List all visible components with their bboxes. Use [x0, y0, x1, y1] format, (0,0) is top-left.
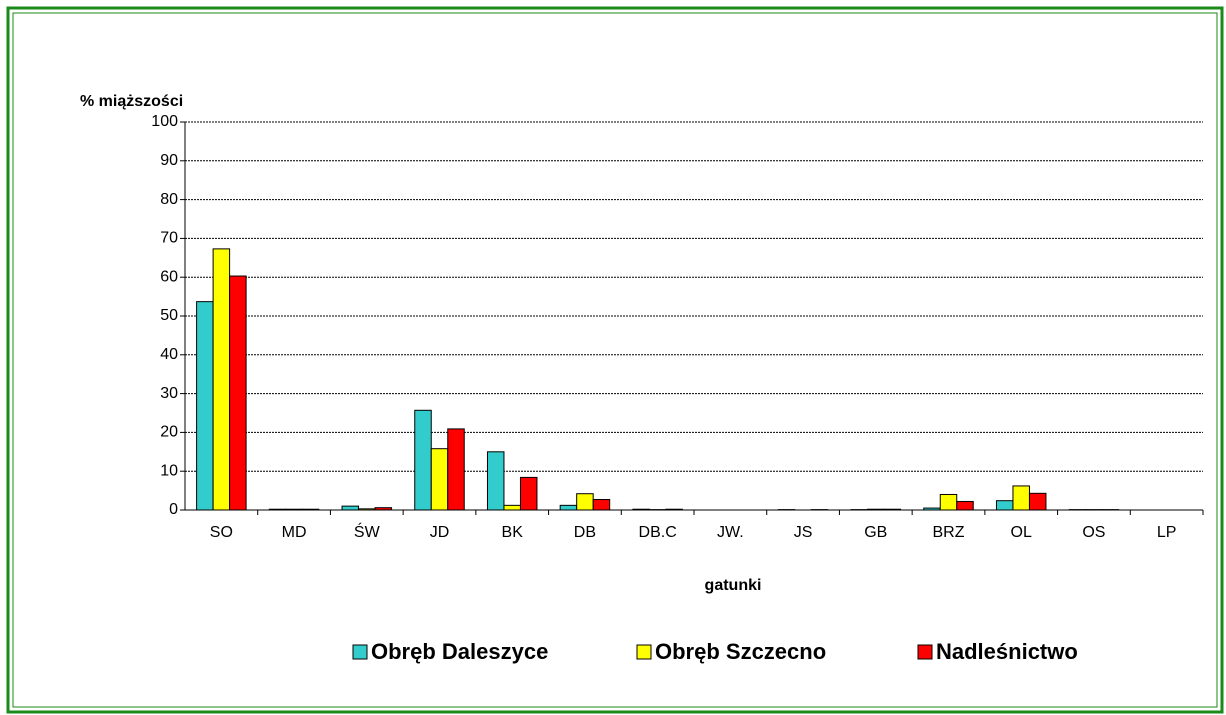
x-tick-label: ŚW	[354, 522, 381, 541]
x-tick-label: OS	[1082, 524, 1105, 541]
x-tick-label: JS	[794, 524, 813, 541]
bar	[939, 493, 958, 511]
bar	[883, 508, 902, 511]
x-tick-label: BRZ	[933, 524, 965, 541]
bar	[301, 508, 320, 511]
legend-label: Nadleśnictwo	[936, 639, 1078, 664]
x-tick-label: DB	[574, 524, 596, 541]
x-tick-label: MD	[282, 524, 307, 541]
bar	[995, 500, 1014, 511]
bar	[665, 508, 683, 511]
bar	[592, 499, 611, 511]
bar	[867, 508, 885, 511]
bar	[559, 504, 578, 511]
frame-inner	[12, 12, 1218, 708]
bar	[430, 448, 449, 511]
legend-label: Obręb Daleszyce	[371, 639, 548, 664]
bar	[486, 451, 505, 511]
legend-swatch	[917, 644, 933, 660]
bar	[632, 508, 650, 511]
bar	[447, 428, 465, 511]
bar	[576, 493, 594, 511]
y-tick-label: 90	[160, 152, 178, 169]
bar	[956, 500, 974, 511]
y-tick-label: 30	[160, 385, 178, 402]
bar	[268, 508, 287, 511]
x-tick-label: GB	[864, 524, 887, 541]
legend-swatch	[352, 644, 368, 660]
y-tick-label: 10	[160, 462, 178, 479]
legend-label: Obręb Szczecno	[655, 639, 826, 664]
bar	[358, 508, 376, 511]
y-tick-label: 40	[160, 346, 178, 363]
x-tick-label: OL	[1011, 524, 1032, 541]
bar	[341, 505, 360, 511]
bar	[1012, 485, 1030, 511]
y-tick-label: 100	[151, 113, 178, 130]
x-tick-label: JW.	[717, 524, 744, 541]
bar	[285, 508, 303, 511]
legend-swatch	[636, 644, 652, 660]
y-tick-label: 60	[160, 268, 178, 285]
bar	[1028, 492, 1047, 511]
bar	[374, 507, 393, 511]
bar	[212, 248, 231, 511]
x-tick-label: JD	[430, 524, 450, 541]
bar	[414, 409, 432, 511]
frame	[6, 6, 1224, 714]
y-axis-title: % miąższości	[80, 93, 183, 110]
bar	[229, 275, 247, 511]
x-tick-label: SO	[210, 524, 233, 541]
x-tick-label: BK	[502, 524, 524, 541]
y-tick-label: 50	[160, 307, 178, 324]
y-tick-label: 20	[160, 424, 178, 441]
x-axis-title: gatunki	[705, 577, 762, 594]
bar	[196, 301, 214, 511]
bar	[923, 507, 941, 511]
bar	[519, 476, 538, 511]
x-tick-label: DB.C	[639, 524, 677, 541]
bar	[503, 504, 521, 511]
x-tick-label: LP	[1157, 524, 1177, 541]
y-tick-label: 70	[160, 230, 178, 247]
y-tick-label: 0	[169, 501, 178, 518]
y-tick-label: 80	[160, 191, 178, 208]
